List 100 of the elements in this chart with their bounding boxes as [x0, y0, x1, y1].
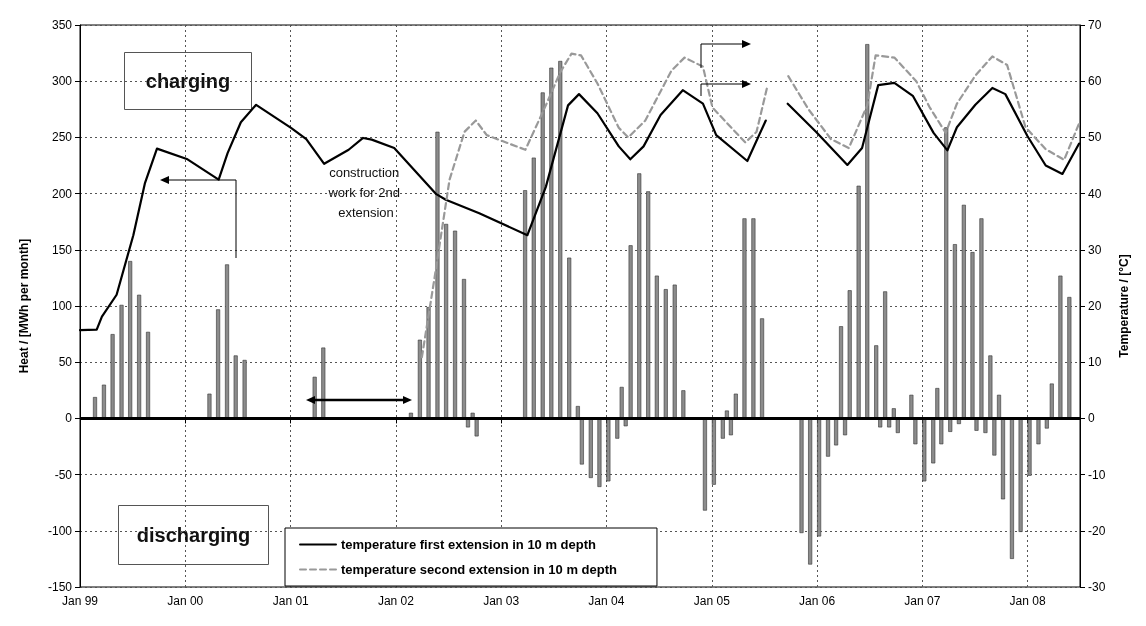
bar: [922, 418, 927, 482]
x-tick-label: Jan 06: [799, 594, 836, 608]
bar: [847, 290, 852, 419]
y-tick-label: 350: [51, 18, 73, 32]
bar: [216, 309, 221, 419]
y-axis-title: Heat / [MWh per month]: [17, 238, 31, 374]
y2-tick-label: 10: [1088, 355, 1102, 370]
bar: [799, 418, 804, 534]
bar: [1001, 418, 1006, 500]
bar: [961, 204, 966, 419]
annotation: charging: [145, 70, 231, 92]
bar: [856, 185, 861, 419]
y2-axis-title: Temperature / [°C]: [1117, 254, 1131, 358]
bar: [895, 418, 900, 434]
bar: [453, 230, 458, 419]
y-tick-label: 200: [51, 186, 73, 201]
x-tick-label: Jan 01: [272, 594, 310, 608]
bar: [939, 418, 944, 445]
bar: [540, 92, 545, 419]
bar: [1027, 418, 1032, 476]
bar: [944, 127, 949, 419]
bar: [1067, 297, 1072, 419]
bar: [935, 388, 940, 419]
bar: [93, 397, 98, 419]
bar: [128, 261, 133, 419]
bar: [742, 218, 747, 419]
bar: [119, 304, 124, 419]
bar: [654, 275, 659, 419]
y2-tick-label: -30: [1088, 580, 1106, 594]
bar: [523, 190, 528, 419]
bar: [751, 218, 756, 419]
bar: [733, 393, 738, 419]
bar: [983, 418, 988, 434]
bar: [681, 390, 686, 419]
y2-tick-label: 40: [1088, 186, 1102, 201]
bar: [110, 334, 115, 419]
bar: [575, 406, 580, 419]
bar: [970, 252, 975, 419]
legend-label: temperature first extension in 10 m depth: [341, 537, 597, 552]
bar: [1058, 275, 1063, 419]
bar: [817, 418, 822, 537]
bar: [567, 257, 572, 419]
bar: [711, 418, 716, 485]
x-tick-label: Jan 04: [588, 594, 625, 608]
bar: [839, 326, 844, 419]
bar: [883, 291, 888, 419]
x-tick-label: Jan 00: [167, 594, 204, 608]
bar: [225, 264, 230, 419]
bar: [663, 289, 668, 419]
bar: [931, 418, 936, 464]
bar: [588, 418, 593, 478]
bar: [891, 408, 896, 419]
bar: [843, 418, 848, 436]
x-tick-label: Jan 05: [693, 594, 731, 608]
y-tick-label: -50: [54, 467, 73, 482]
bar: [321, 347, 326, 419]
bar: [979, 218, 984, 419]
y-tick-label: -150: [47, 580, 73, 594]
bar: [628, 245, 633, 419]
y-tick-label: 0: [65, 411, 73, 426]
bar: [426, 307, 431, 419]
bar: [672, 284, 677, 419]
bar: [728, 418, 733, 436]
bar: [558, 60, 563, 419]
y-tick-label: -100: [47, 523, 73, 538]
x-tick-label: Jan 07: [904, 594, 941, 608]
bar: [417, 339, 422, 419]
y-tick-label: 50: [58, 355, 73, 370]
x-tick-label: Jan 99: [61, 594, 99, 608]
y2-tick-label: 50: [1088, 130, 1102, 145]
bar: [909, 394, 914, 419]
bar: [720, 418, 725, 439]
bar: [1018, 418, 1023, 532]
x-tick-label: Jan 03: [483, 594, 520, 608]
bar: [865, 44, 870, 419]
bar: [760, 318, 765, 419]
y2-tick-label: 30: [1088, 242, 1102, 257]
bar: [913, 418, 918, 445]
bar: [874, 345, 879, 419]
x-tick-label: Jan 08: [1009, 594, 1046, 608]
bar: [948, 418, 953, 432]
bar: [435, 131, 440, 419]
bar: [615, 418, 620, 439]
bar: [1036, 418, 1041, 445]
y2-tick-label: 0: [1088, 411, 1095, 426]
bar: [826, 418, 831, 457]
bar: [579, 418, 584, 465]
bar: [444, 223, 449, 419]
bar: [474, 418, 479, 437]
bar: [606, 418, 611, 482]
bar: [992, 418, 997, 456]
bar: [531, 157, 536, 419]
legend-label: temperature second extension in 10 m depth: [341, 562, 618, 577]
bar: [461, 279, 466, 419]
y2-tick-label: 60: [1088, 74, 1102, 89]
bar: [242, 359, 247, 419]
bar: [988, 355, 993, 419]
bar: [702, 418, 707, 511]
y-tick-label: 250: [51, 130, 73, 145]
bar: [1009, 418, 1014, 559]
